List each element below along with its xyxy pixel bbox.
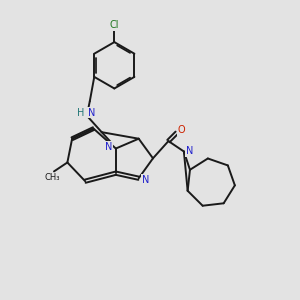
- Text: N: N: [88, 108, 95, 118]
- Text: H: H: [77, 108, 85, 118]
- Text: Cl: Cl: [110, 20, 119, 30]
- Text: N: N: [186, 146, 194, 156]
- Text: N: N: [105, 142, 113, 152]
- Text: CH₃: CH₃: [44, 173, 60, 182]
- Text: N: N: [142, 175, 149, 185]
- Text: O: O: [178, 125, 185, 135]
